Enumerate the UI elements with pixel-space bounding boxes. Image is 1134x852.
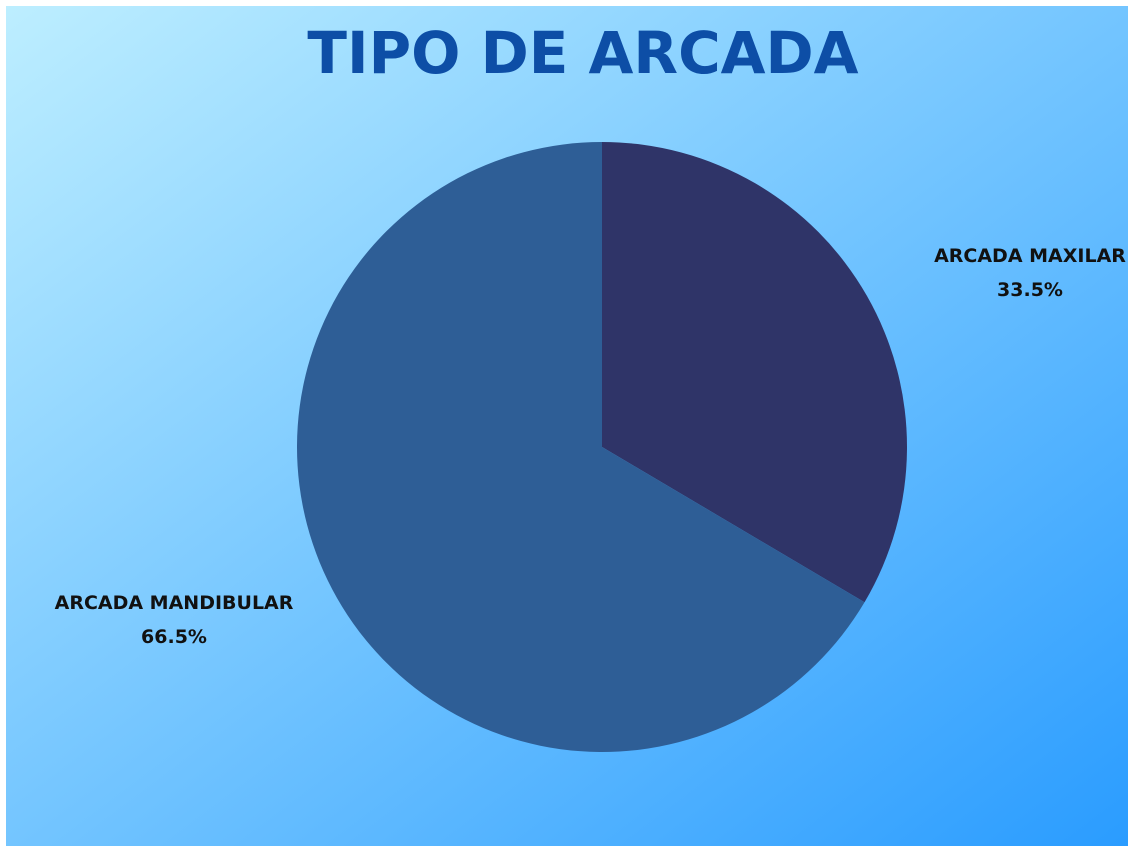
pie-slice [296,142,865,753]
pie-slice [602,142,907,603]
chart-title: TIPO DE ARCADA [307,19,858,87]
slice-label: ARCADA MANDIBULAR [55,592,294,614]
slice-value-label: 66.5% [141,626,207,648]
slice-value-label: 33.5% [997,279,1063,301]
slice-label: ARCADA MAXILAR [934,245,1126,267]
